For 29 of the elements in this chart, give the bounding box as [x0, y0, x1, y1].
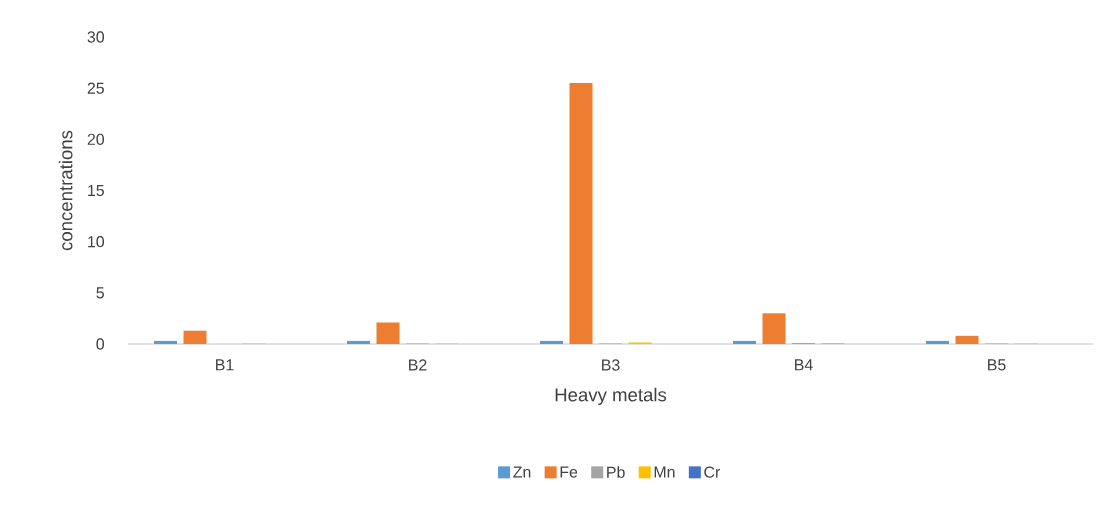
y-axis-title: concentrations	[58, 130, 73, 251]
legend-label: Mn	[654, 466, 675, 478]
y-tick-label: 20	[87, 133, 105, 145]
legend-label: Pb	[607, 466, 625, 478]
bar	[762, 313, 786, 344]
bar	[183, 330, 207, 344]
bar	[153, 340, 177, 344]
x-tick-label: B2	[409, 359, 427, 371]
legend-label: Fe	[560, 466, 578, 478]
x-tick-label: B5	[988, 359, 1006, 371]
bar	[926, 340, 949, 344]
y-tick-label: 10	[88, 236, 105, 248]
y-tick-label: 5	[96, 287, 104, 299]
bar	[733, 340, 756, 344]
x-axis-title: Heavy metals	[555, 387, 667, 406]
y-tick-label: 25	[87, 82, 104, 94]
bar	[569, 83, 593, 344]
y-tick-label: 15	[88, 184, 104, 197]
bar	[376, 322, 400, 344]
bar	[347, 340, 370, 344]
x-tick-label: B1	[216, 359, 234, 371]
bar	[540, 340, 563, 344]
legend-label: Cr	[704, 466, 721, 478]
x-tick-label: B4	[795, 359, 813, 371]
y-tick-label: 30	[87, 31, 105, 43]
bar	[955, 335, 979, 344]
y-tick-label: 0	[96, 338, 105, 350]
legend-label: Zn	[513, 466, 531, 478]
x-tick-label: B3	[602, 359, 620, 371]
